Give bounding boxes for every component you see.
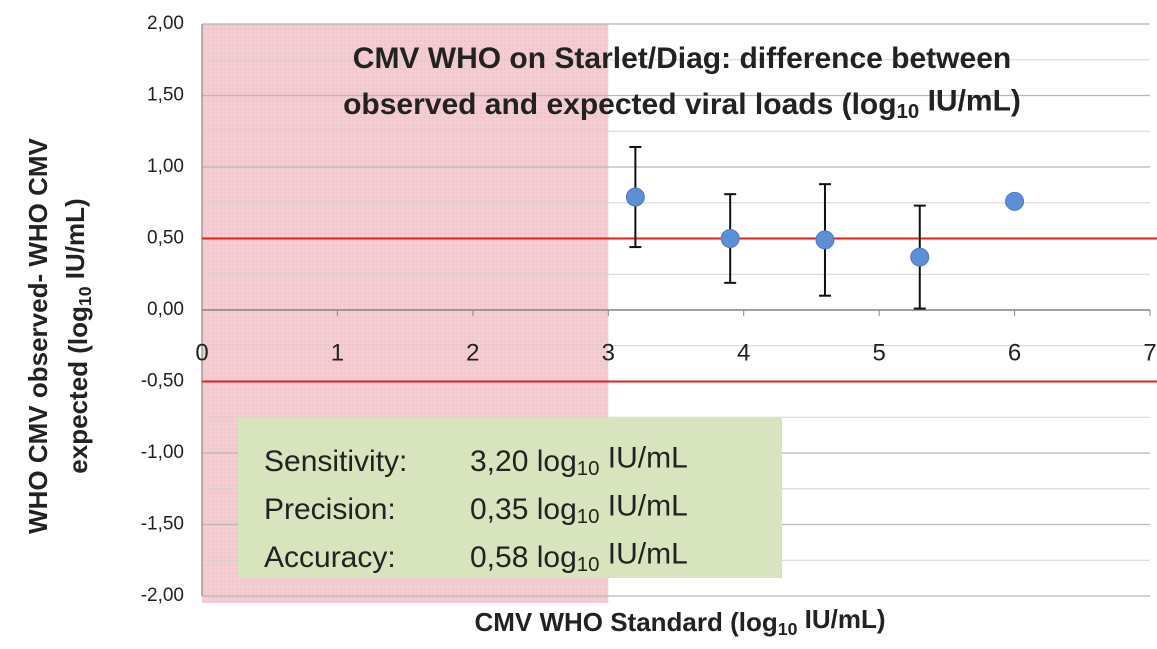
- annotation-value-part: IU/mL: [599, 538, 687, 571]
- x-axis-label-part: CMV WHO Standard (log: [474, 607, 777, 637]
- annotation-label: Precision:: [264, 493, 396, 526]
- x-axis-label-part: IU/mL): [797, 604, 885, 634]
- y-axis-label: expected (log10 IU/mL): [60, 198, 95, 473]
- annotation-value: 0,58 log10 IU/mL: [470, 538, 688, 577]
- y-tick-label: -1,50: [141, 514, 184, 535]
- annotation-value-sub: 10: [577, 555, 600, 577]
- data-point: [910, 247, 930, 267]
- chart-title-sub: 10: [897, 102, 920, 124]
- x-tick-label: 4: [737, 339, 750, 366]
- annotation-value-part: 0,58 log: [470, 541, 577, 574]
- annotation-value: 3,20 log10 IU/mL: [470, 442, 688, 481]
- y-tick-label: 1,50: [147, 85, 184, 106]
- y-axis-label: WHO CMV observed- WHO CMV: [23, 137, 53, 533]
- x-tick-label: 6: [1008, 339, 1021, 366]
- data-point: [625, 187, 645, 207]
- annotation-box: [238, 418, 782, 578]
- y-axis-label-part: expected (log: [63, 306, 93, 474]
- chart-title: CMV WHO on Starlet/Diag: difference betw…: [353, 42, 1011, 75]
- annotation-value-sub: 10: [577, 459, 600, 481]
- y-axis-label-sub: 10: [75, 286, 95, 306]
- annotation-value-part: IU/mL: [599, 490, 687, 523]
- annotation-value-part: 0,35 log: [470, 493, 577, 526]
- annotation-value-part: IU/mL: [599, 442, 687, 475]
- y-tick-label: 1,00: [147, 156, 184, 177]
- chart-title: observed and expected viral loads (log10…: [343, 85, 1021, 124]
- x-axis-label-sub: 10: [778, 619, 798, 639]
- annotation-value-part: 3,20 log: [470, 445, 577, 478]
- annotation-value-sub: 10: [577, 507, 600, 529]
- x-tick-label: 3: [602, 339, 615, 366]
- x-tick-label: 2: [466, 339, 479, 366]
- y-tick-label: 0,50: [147, 228, 184, 249]
- annotation-label: Sensitivity:: [264, 445, 407, 478]
- y-tick-label: -1,00: [141, 442, 184, 463]
- y-tick-label: -0,50: [141, 371, 184, 392]
- x-axis-label: CMV WHO Standard (log10 IU/mL): [474, 604, 885, 639]
- data-point: [815, 230, 835, 250]
- data-point: [720, 229, 740, 248]
- x-tick-label: 0: [195, 339, 208, 366]
- data-point: [1005, 191, 1025, 211]
- annotation-label: Accuracy:: [264, 541, 396, 574]
- y-tick-label: 2,00: [147, 13, 184, 34]
- y-tick-label: 0,00: [147, 299, 184, 320]
- y-axis-label-part: IU/mL): [60, 198, 90, 286]
- y-tick-label: -2,00: [141, 585, 184, 606]
- annotation-value: 0,35 log10 IU/mL: [470, 490, 688, 529]
- x-tick-label: 7: [1143, 339, 1156, 366]
- chart-title-part: IU/mL): [919, 85, 1021, 118]
- x-tick-label: 1: [331, 339, 344, 366]
- x-tick-label: 5: [872, 339, 885, 366]
- chart-title-part: observed and expected viral loads (log: [343, 88, 897, 121]
